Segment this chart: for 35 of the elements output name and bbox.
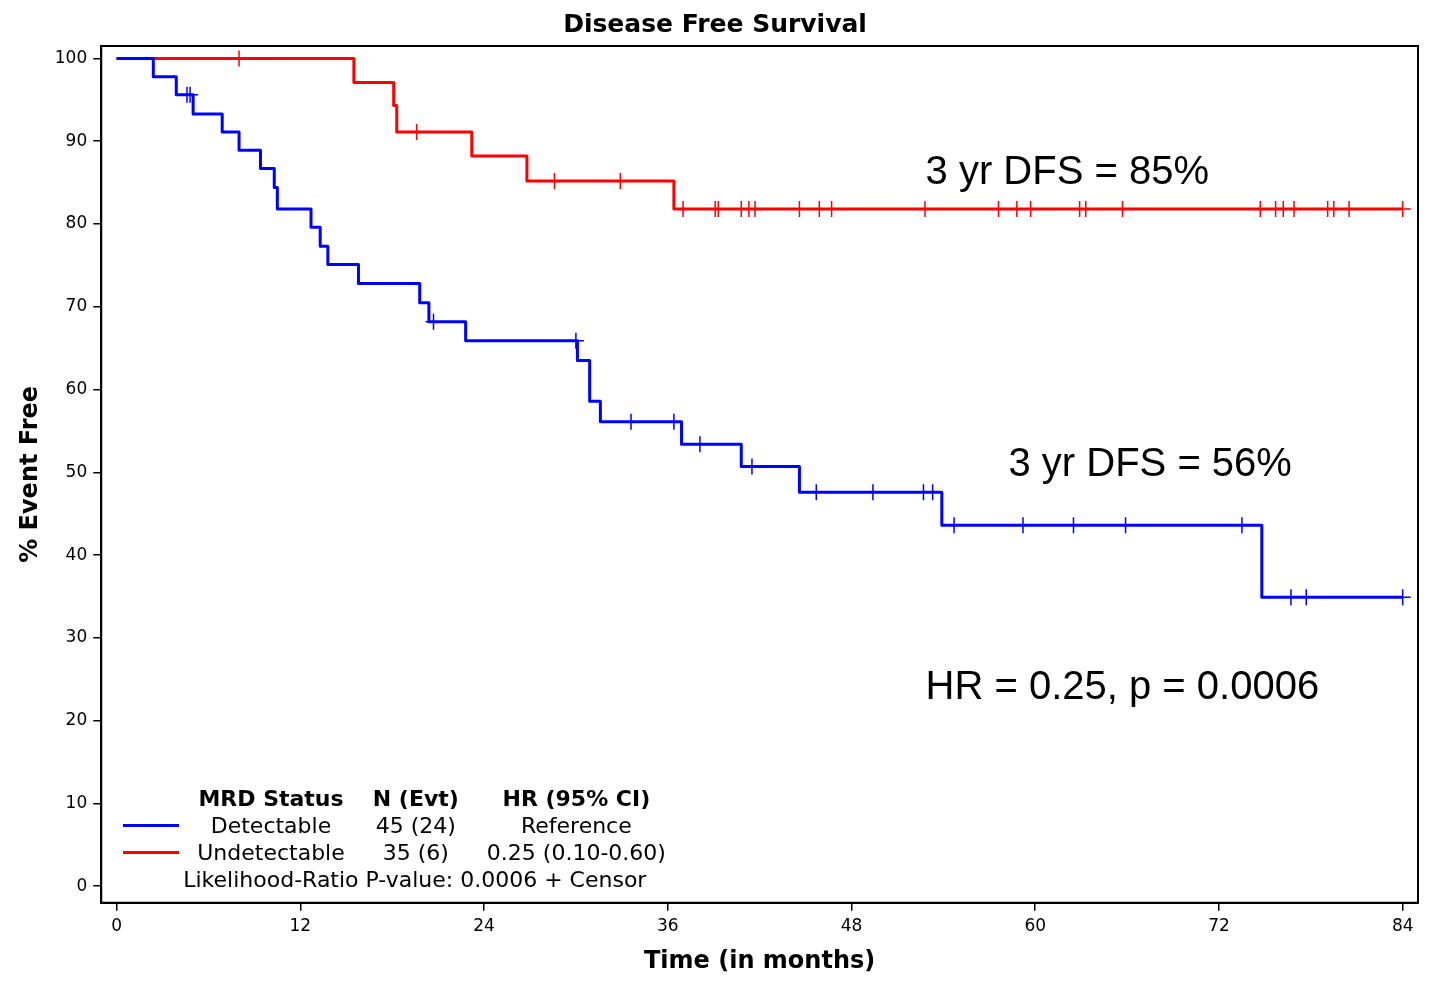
y-tick-label: 50 — [65, 460, 88, 481]
y-tick-label: 60 — [65, 377, 88, 398]
y-tick-label: 10 — [65, 791, 88, 812]
annotation: HR (95% CI) — [501, 784, 652, 812]
chart-title: Disease Free Survival — [563, 8, 867, 38]
y-tick-label: 70 — [65, 295, 88, 316]
y-tick-label: 30 — [65, 626, 88, 647]
x-tick-label: 84 — [1391, 915, 1414, 936]
annotation: 45 (24) — [374, 811, 457, 839]
annotation: Reference — [519, 811, 633, 839]
x-tick-label: 36 — [656, 915, 679, 936]
x-tick-label: 12 — [289, 915, 312, 936]
y-tick-label: 40 — [65, 543, 88, 564]
x-tick-label: 72 — [1208, 915, 1230, 936]
y-tick-label: 20 — [65, 709, 88, 730]
annotation: 3 yr DFS = 56% — [1008, 440, 1292, 485]
y-tick-label: 90 — [65, 129, 88, 150]
annotation: 35 (6) — [381, 838, 450, 866]
annotation: N (Evt) — [371, 784, 460, 812]
x-tick-label: 60 — [1024, 915, 1047, 936]
x-tick-label: 24 — [473, 915, 495, 936]
annotation: 3 yr DFS = 85% — [925, 147, 1209, 192]
x-tick-label: 0 — [111, 915, 122, 936]
y-tick-label: 80 — [65, 212, 88, 233]
y-tick-label: 0 — [76, 874, 88, 895]
annotation: HR = 0.25, p = 0.0006 — [925, 662, 1320, 707]
legend-title: MRD Status — [197, 784, 345, 812]
legend-label: Detectable — [209, 811, 333, 839]
x-tick-label: 48 — [840, 915, 863, 936]
legend-label: Undetectable — [196, 838, 346, 866]
x-axis-title: Time (in months) — [643, 945, 876, 974]
annotation: Likelihood-Ratio P-value: 0.0006 + Censor — [183, 865, 648, 893]
annotation: 0.25 (0.10-0.60) — [485, 838, 667, 866]
y-axis-title: % Event Free — [14, 385, 43, 563]
y-tick-label: 100 — [54, 46, 88, 67]
